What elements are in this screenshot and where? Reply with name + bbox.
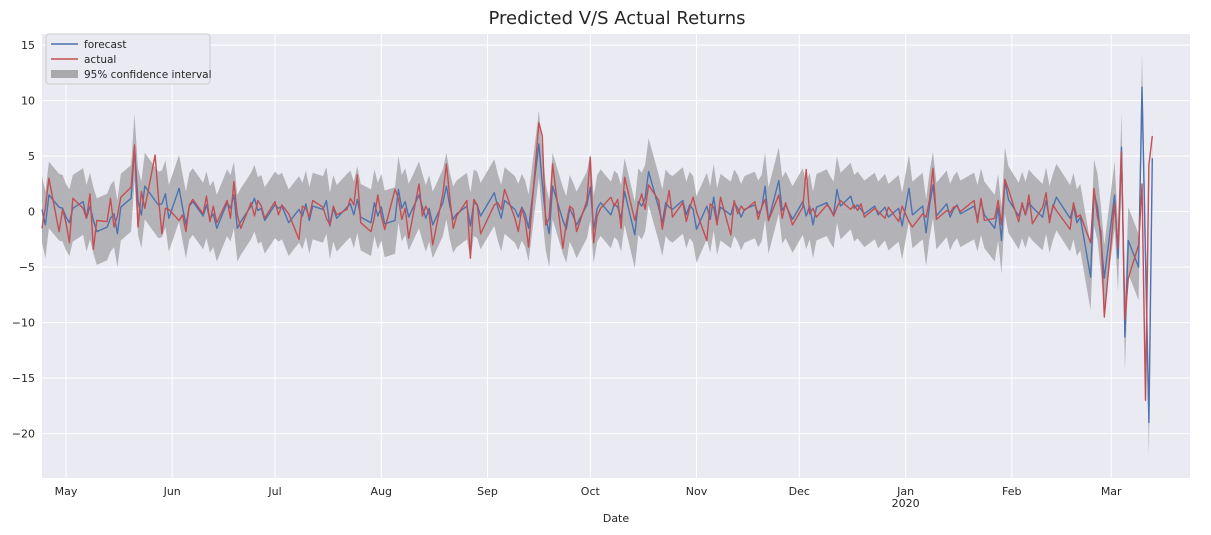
x-tick-label: Sep <box>477 485 498 498</box>
y-tick-label: 5 <box>28 150 35 163</box>
legend-actual-label: actual <box>84 54 116 66</box>
x-tick-label: Nov <box>686 485 708 498</box>
plot-area <box>42 34 1190 478</box>
x-tick-label: Feb <box>1002 485 1021 498</box>
x-tick-label: May <box>55 485 78 498</box>
tick-labels: 15 10 5 0 −5 −10 −15 −20 May Jun Jul Aug Sep Oct Nov De… <box>12 39 1122 510</box>
series-lines-layer <box>41 86 1153 424</box>
x-tick-label: Oct <box>581 485 601 498</box>
x-tick-label: Dec <box>789 485 810 498</box>
x-tick-label: Jul <box>267 485 281 498</box>
y-tick-label: −20 <box>12 428 35 441</box>
x-tick-label: Jun <box>163 485 181 498</box>
legend-box <box>45 33 211 85</box>
chart-title: Predicted V/S Actual Returns <box>489 8 746 29</box>
y-tick-label: 0 <box>28 206 35 219</box>
x-axis-label: Date <box>603 512 630 525</box>
y-tick-label: −10 <box>12 317 35 330</box>
legend-forecast-label: forecast <box>84 39 126 51</box>
y-tick-label: −15 <box>12 372 35 385</box>
legend-ci-label: 95% confidence interval <box>84 69 212 81</box>
x-tick-label: Mar <box>1101 485 1122 498</box>
actual-line <box>41 122 1153 401</box>
y-tick-label: 15 <box>21 39 35 52</box>
x-tick-label: Aug <box>371 485 392 498</box>
x-tick-label: Jan <box>896 485 914 498</box>
legend: forecast actual 95% confidence interval <box>45 33 212 85</box>
legend-ci-swatch <box>51 70 78 78</box>
x-tick-sublabel: 2020 <box>892 497 920 510</box>
y-tick-label: −5 <box>19 261 35 274</box>
y-tick-label: 10 <box>21 95 35 108</box>
